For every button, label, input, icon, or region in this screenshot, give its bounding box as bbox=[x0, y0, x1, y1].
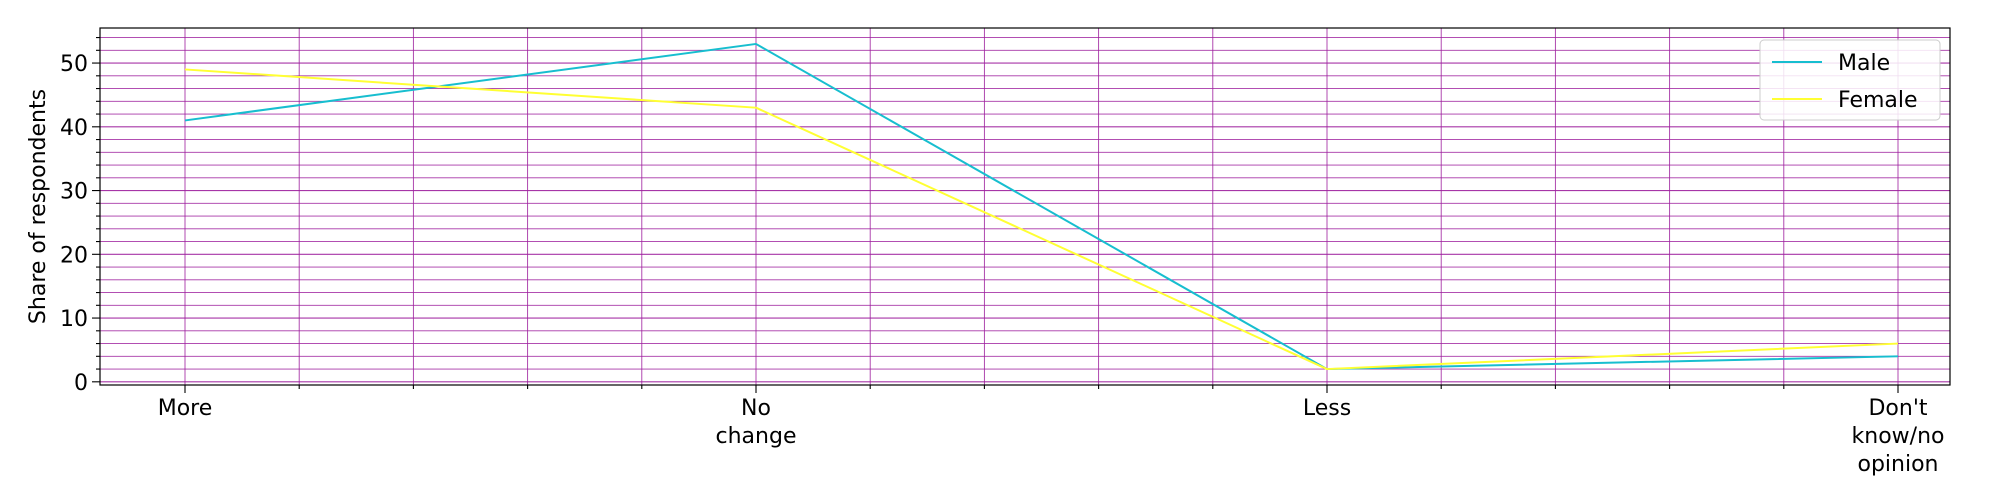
x-tick-label-line: change bbox=[716, 424, 797, 449]
plot-frame bbox=[99, 27, 1951, 386]
y-axis-label: Share of respondents bbox=[26, 89, 51, 324]
y-axis: 0 10 20 30 40 50 bbox=[60, 37, 100, 396]
x-tick-label: No change bbox=[716, 396, 797, 449]
x-tick-label: Less bbox=[1303, 396, 1351, 421]
x-tick-label: Don't know/no opinion bbox=[1852, 396, 1945, 477]
x-tick-label-line: Less bbox=[1303, 396, 1351, 421]
x-tick-label-line: opinion bbox=[1858, 452, 1939, 477]
y-tick-label: 40 bbox=[60, 116, 88, 141]
series-line-female bbox=[184, 68, 1899, 371]
grid-lines bbox=[100, 28, 1950, 385]
x-tick-label: More bbox=[158, 396, 213, 421]
x-tick-label-line: More bbox=[158, 396, 213, 421]
legend: Male Female bbox=[1759, 39, 1941, 121]
y-tick-label: 20 bbox=[60, 243, 88, 268]
legend-label: Male bbox=[1838, 51, 1890, 76]
y-tick-label: 50 bbox=[60, 52, 88, 77]
y-tick-label: 30 bbox=[60, 180, 88, 205]
legend-label: Female bbox=[1838, 88, 1918, 113]
x-tick-label-line: No bbox=[741, 396, 771, 421]
series-line-male bbox=[184, 42, 1899, 371]
x-tick-label-line: know/no bbox=[1852, 424, 1945, 449]
y-tick-label: 10 bbox=[60, 307, 88, 332]
series-layer bbox=[184, 42, 1899, 371]
x-tick-label-line: Don't bbox=[1868, 396, 1927, 421]
x-axis: More No change Less Don't know/no opinion bbox=[158, 385, 1945, 477]
y-tick-label: 0 bbox=[74, 371, 88, 396]
